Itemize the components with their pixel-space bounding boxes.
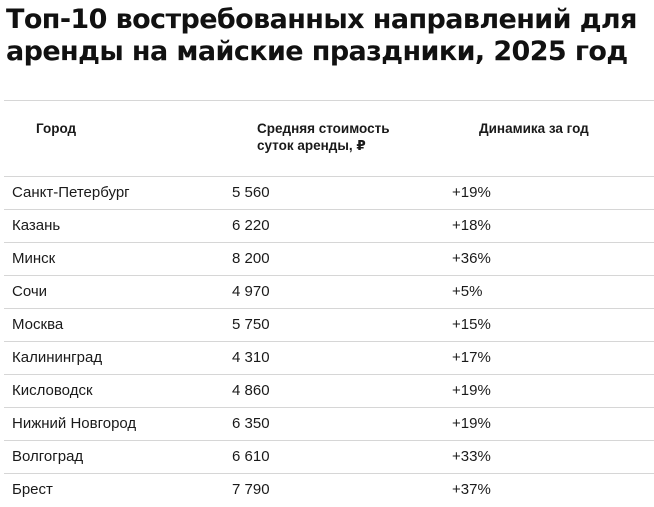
- cell-price: 7 790: [232, 481, 270, 498]
- cell-city: Сочи: [12, 283, 48, 300]
- cell-price: 6 610: [232, 448, 270, 465]
- cell-city: Нижний Новгород: [12, 415, 137, 432]
- cell-price: 5 750: [232, 316, 270, 333]
- header-price-line2: суток аренды, ₽: [257, 138, 366, 153]
- table-row: Брест 7 790 +37%: [4, 474, 654, 507]
- cell-price: 6 220: [232, 217, 270, 234]
- cell-dynamics: +33%: [452, 448, 491, 465]
- cell-city: Санкт-Петербург: [12, 184, 130, 201]
- table-row: Нижний Новгород 6 350 +19%: [4, 408, 654, 441]
- cell-city: Калининград: [12, 349, 103, 366]
- table-row: Волгоград 6 610 +33%: [4, 441, 654, 474]
- table-row: Кисловодск 4 860 +19%: [4, 375, 654, 408]
- page-title: Топ-10 востребованных направлений для ар…: [6, 4, 637, 67]
- cell-dynamics: +15%: [452, 316, 491, 333]
- cell-city: Брест: [12, 481, 53, 498]
- table-row: Минск 8 200 +36%: [4, 243, 654, 276]
- cell-dynamics: +19%: [452, 382, 491, 399]
- cell-price: 5 560: [232, 184, 270, 201]
- cell-dynamics: +17%: [452, 349, 491, 366]
- table-row: Санкт-Петербург 5 560 +19%: [4, 177, 654, 210]
- cell-dynamics: +36%: [452, 250, 491, 267]
- table-row: Казань 6 220 +18%: [4, 210, 654, 243]
- table-header: Город Средняя стоимость суток аренды, ₽ …: [4, 100, 654, 177]
- cell-city: Казань: [12, 217, 61, 234]
- cell-city: Минск: [12, 250, 56, 267]
- cell-dynamics: +5%: [452, 283, 483, 300]
- table-row: Сочи 4 970 +5%: [4, 276, 654, 309]
- header-city: Город: [36, 121, 77, 136]
- table-row: Москва 5 750 +15%: [4, 309, 654, 342]
- rental-table: Город Средняя стоимость суток аренды, ₽ …: [4, 100, 654, 507]
- cell-price: 4 310: [232, 349, 270, 366]
- table-row: Калининград 4 310 +17%: [4, 342, 654, 375]
- cell-price: 4 860: [232, 382, 270, 399]
- cell-city: Кисловодск: [12, 382, 93, 399]
- cell-dynamics: +19%: [452, 415, 491, 432]
- cell-city: Москва: [12, 316, 64, 333]
- cell-dynamics: +37%: [452, 481, 491, 498]
- cell-dynamics: +19%: [452, 184, 491, 201]
- cell-dynamics: +18%: [452, 217, 491, 234]
- cell-city: Волгоград: [12, 448, 84, 465]
- header-price: Средняя стоимость суток аренды, ₽: [257, 120, 457, 154]
- cell-price: 8 200: [232, 250, 270, 267]
- header-dynamics: Динамика за год: [479, 121, 589, 136]
- cell-price: 6 350: [232, 415, 270, 432]
- header-price-line1: Средняя стоимость: [257, 121, 390, 136]
- cell-price: 4 970: [232, 283, 270, 300]
